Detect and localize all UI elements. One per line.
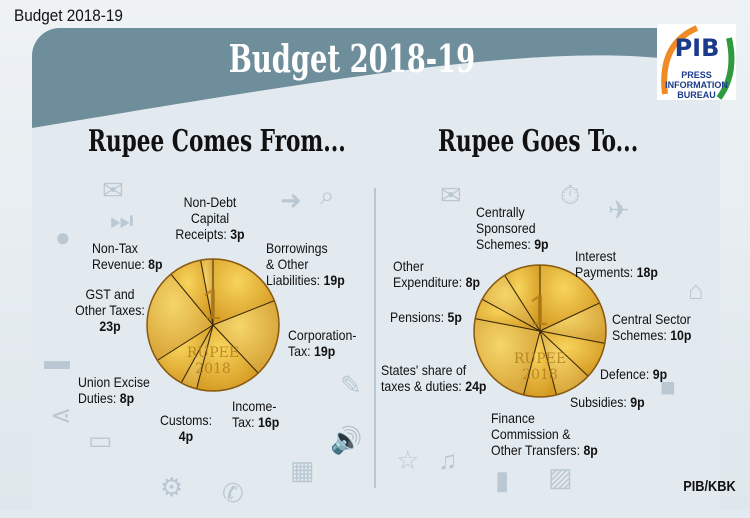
logo-text: PIB: [675, 34, 720, 62]
coin-rim: [473, 264, 607, 398]
home-icon: ⌂: [688, 275, 704, 305]
pib-logo: PIB PRESS INFORMATION BUREAU: [657, 24, 736, 100]
star-icon: ☆: [396, 445, 420, 475]
fast-forward-icon: ⏭: [110, 205, 134, 235]
label-pensions: Pensions: 5p: [390, 309, 462, 325]
label-other-expenditure: Other Expenditure: 8p: [393, 258, 480, 290]
coin-text: RUPEE: [187, 345, 239, 361]
coin-text: 2018: [195, 361, 231, 377]
airplane-icon: ✈: [608, 195, 630, 225]
coin-rim: [146, 258, 280, 392]
share-icon: ⋖: [50, 400, 72, 430]
search-icon: ⌕: [320, 180, 335, 210]
label-defence: Defence: 9p: [600, 366, 668, 382]
label-finance-commission: Finance Commission & Other Transfers: 8p: [491, 410, 598, 458]
label-corporation-tax: Corporation- Tax: 19p: [288, 327, 357, 359]
calendar-icon: ▦: [290, 455, 315, 485]
logo-subtext: PRESS INFORMATION BUREAU: [665, 70, 728, 100]
label-customs: Customs: 4p: [159, 412, 213, 444]
chart-icon: ▮: [495, 465, 510, 495]
image-icon: ▨: [548, 462, 573, 492]
music-icon: ♫: [438, 445, 458, 475]
pencil-icon: ✎: [340, 370, 362, 400]
volume-icon: 🔊: [330, 425, 363, 455]
mail-icon: ✉: [440, 180, 462, 210]
page-label: Budget 2018-19: [14, 6, 123, 25]
title-banner: [32, 28, 720, 128]
gear-icon: ⚙: [160, 472, 184, 502]
user-icon: ●: [55, 222, 71, 252]
label-centrally-sponsored: Centrally Sponsored Schemes: 9p: [476, 204, 549, 252]
mail-icon: ✉: [102, 175, 124, 205]
page-title: Budget 2018-19: [228, 36, 476, 81]
coin-text: 2018: [522, 367, 558, 383]
panel: [32, 28, 720, 518]
divider: [374, 188, 376, 488]
label-income-tax: Income- Tax: 16p: [232, 398, 280, 430]
credit: PIB/KBK: [683, 478, 736, 495]
coin-text: RUPEE: [514, 351, 566, 367]
label-states-share: States' share of taxes & duties: 24p: [381, 362, 487, 394]
battery-icon: ▭: [88, 425, 113, 455]
clock-icon: ⏱: [560, 180, 581, 210]
label-subsidies: Subsidies: 9p: [570, 394, 645, 410]
label-central-sector: Central Sector Schemes: 10p: [612, 311, 692, 343]
label-gst: GST and Other Taxes: 23p: [75, 286, 145, 334]
label-borrowings: Borrowings & Other Liabilities: 19p: [266, 240, 345, 288]
phone-icon: ✆: [222, 478, 244, 508]
coin-text: 1: [200, 283, 225, 329]
label-non-debt: Non-Debt Capital Receipts: 3p: [175, 194, 245, 242]
label-union-excise: Union Excise Duties: 8p: [78, 374, 150, 406]
arrow-right-icon: ➜: [280, 185, 302, 215]
label-non-tax: Non-Tax Revenue: 8p: [92, 240, 163, 272]
label-interest-payments: Interest Payments: 18p: [575, 248, 658, 280]
coin-text: 1: [527, 289, 552, 335]
video-icon: ■: [660, 372, 676, 402]
rupee-comes-from-title: Rupee Comes From...: [88, 124, 346, 159]
rupee-goes-to-title: Rupee Goes To...: [438, 124, 639, 159]
folder-icon: ▬: [44, 345, 70, 375]
